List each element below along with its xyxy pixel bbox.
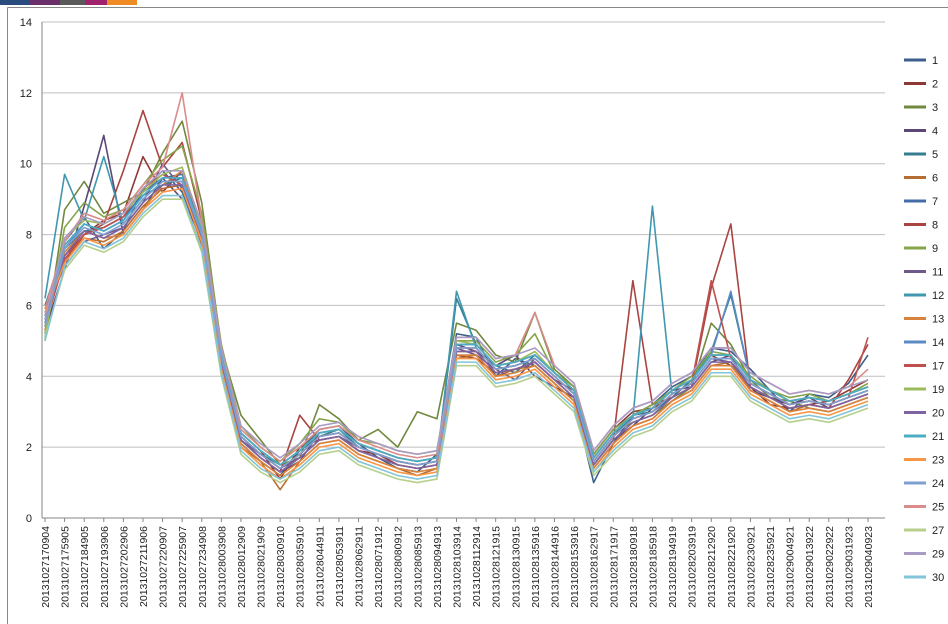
legend-label: 8 bbox=[932, 220, 938, 232]
legend-label: 19 bbox=[932, 384, 944, 396]
legend-label: 23 bbox=[932, 455, 944, 467]
series-line bbox=[44, 170, 869, 484]
x-tick-label: 20131027170904 bbox=[40, 526, 52, 608]
legend-label: 14 bbox=[932, 337, 944, 349]
series-line bbox=[44, 187, 869, 480]
y-tick-label: 2 bbox=[26, 442, 32, 454]
x-tick-label: 20131028030910 bbox=[275, 526, 287, 608]
x-tick-label: 20131028085913 bbox=[412, 526, 424, 608]
y-tick-label: 4 bbox=[26, 371, 32, 383]
series-line bbox=[44, 92, 869, 463]
x-tick-label: 20131028171917 bbox=[608, 526, 620, 608]
x-tick-label: 20131029031923 bbox=[843, 526, 855, 608]
x-tick-label: 20131028103914 bbox=[452, 526, 464, 608]
y-tick-label: 6 bbox=[26, 300, 32, 312]
x-tick-label: 20131027184905 bbox=[79, 526, 91, 608]
legend-label: 4 bbox=[932, 126, 938, 138]
x-tick-label: 20131028203919 bbox=[687, 526, 699, 608]
x-tick-label: 20131029013922 bbox=[804, 526, 816, 608]
legend-label: 17 bbox=[932, 361, 944, 373]
x-tick-label: 20131027202906 bbox=[118, 526, 130, 608]
x-tick-label: 20131029022922 bbox=[824, 526, 836, 608]
x-tick-label: 20131028135916 bbox=[530, 526, 542, 608]
tab-strip bbox=[85, 0, 107, 5]
legend-label: 12 bbox=[932, 290, 944, 302]
x-tick-label: 20131029040923 bbox=[863, 526, 875, 608]
y-tick-label: 12 bbox=[20, 88, 32, 100]
x-tick-label: 20131028162917 bbox=[589, 526, 601, 608]
series-line bbox=[44, 184, 869, 473]
legend-label: 20 bbox=[932, 408, 944, 420]
y-tick-label: 8 bbox=[26, 230, 32, 242]
x-tick-label: 20131028021909 bbox=[256, 526, 268, 608]
series-line bbox=[44, 173, 869, 470]
y-tick-label: 0 bbox=[26, 513, 32, 525]
x-tick-label: 20131028062911 bbox=[354, 526, 366, 607]
x-tick-label: 20131028130915 bbox=[510, 526, 522, 608]
x-tick-label: 20131028053911 bbox=[334, 526, 346, 607]
legend-label: 6 bbox=[932, 173, 938, 185]
legend-label: 13 bbox=[932, 314, 944, 326]
x-tick-label: 20131028012909 bbox=[236, 526, 248, 608]
x-tick-label: 20131027225907 bbox=[177, 526, 189, 608]
x-tick-label: 20131027234908 bbox=[197, 526, 209, 608]
x-tick-label: 20131027211906 bbox=[138, 526, 150, 607]
x-tick-label: 20131028035910 bbox=[295, 526, 307, 608]
x-tick-label: 20131028003908 bbox=[216, 526, 228, 608]
legend-label: 5 bbox=[932, 149, 938, 161]
x-tick-label: 20131028094913 bbox=[432, 526, 444, 608]
x-tick-label: 20131028185918 bbox=[647, 526, 659, 608]
series-line bbox=[44, 166, 869, 466]
tab-strip bbox=[0, 0, 30, 5]
tab-strip bbox=[30, 0, 60, 5]
series-line bbox=[44, 194, 869, 480]
tab-strip bbox=[107, 0, 137, 5]
x-tick-label: 20131028144916 bbox=[549, 526, 561, 608]
x-tick-label: 20131027193906 bbox=[99, 526, 111, 608]
x-tick-label: 20131028112914 bbox=[471, 526, 483, 607]
legend-label: 2 bbox=[932, 79, 938, 91]
series-line bbox=[44, 173, 869, 466]
x-tick-label: 20131028121915 bbox=[491, 526, 503, 608]
series-line bbox=[44, 155, 869, 480]
legend-label: 7 bbox=[932, 196, 938, 208]
legend-label: 29 bbox=[932, 549, 944, 561]
legend-label: 9 bbox=[932, 243, 938, 255]
legend-label: 24 bbox=[932, 478, 944, 490]
x-tick-label: 20131028230921 bbox=[745, 526, 757, 608]
legend-label: 25 bbox=[932, 502, 944, 514]
y-tick-label: 14 bbox=[20, 17, 32, 29]
x-tick-label: 20131028044911 bbox=[314, 526, 326, 607]
series-line bbox=[44, 177, 869, 466]
legend-label: 27 bbox=[932, 525, 944, 537]
series-line bbox=[44, 177, 869, 466]
tab-strip bbox=[60, 0, 85, 5]
series-line bbox=[44, 120, 869, 466]
x-tick-label: 20131028153916 bbox=[569, 526, 581, 608]
x-tick-label: 20131028180918 bbox=[628, 526, 640, 608]
series-line bbox=[44, 162, 869, 470]
y-tick-label: 10 bbox=[20, 159, 32, 171]
series-line bbox=[44, 170, 869, 459]
legend-label: 1 bbox=[932, 55, 938, 67]
legend-label: 11 bbox=[932, 267, 943, 279]
series-line bbox=[44, 177, 869, 466]
legend-label: 3 bbox=[932, 102, 938, 114]
series-line bbox=[44, 180, 869, 470]
x-tick-label: 20131028071912 bbox=[373, 526, 385, 608]
x-tick-label: 20131027175905 bbox=[60, 526, 72, 608]
legend-label: 21 bbox=[932, 431, 944, 443]
x-tick-label: 20131027220907 bbox=[158, 526, 170, 608]
series-line bbox=[44, 155, 869, 470]
x-tick-label: 20131028194919 bbox=[667, 526, 679, 608]
x-tick-label: 20131029004921 bbox=[785, 526, 797, 608]
x-tick-label: 20131028235921 bbox=[765, 526, 777, 608]
x-tick-label: 20131028212920 bbox=[706, 526, 718, 608]
x-tick-label: 20131028221920 bbox=[726, 526, 738, 608]
x-tick-label: 20131028080912 bbox=[393, 526, 405, 608]
legend-label: 30 bbox=[932, 572, 944, 584]
